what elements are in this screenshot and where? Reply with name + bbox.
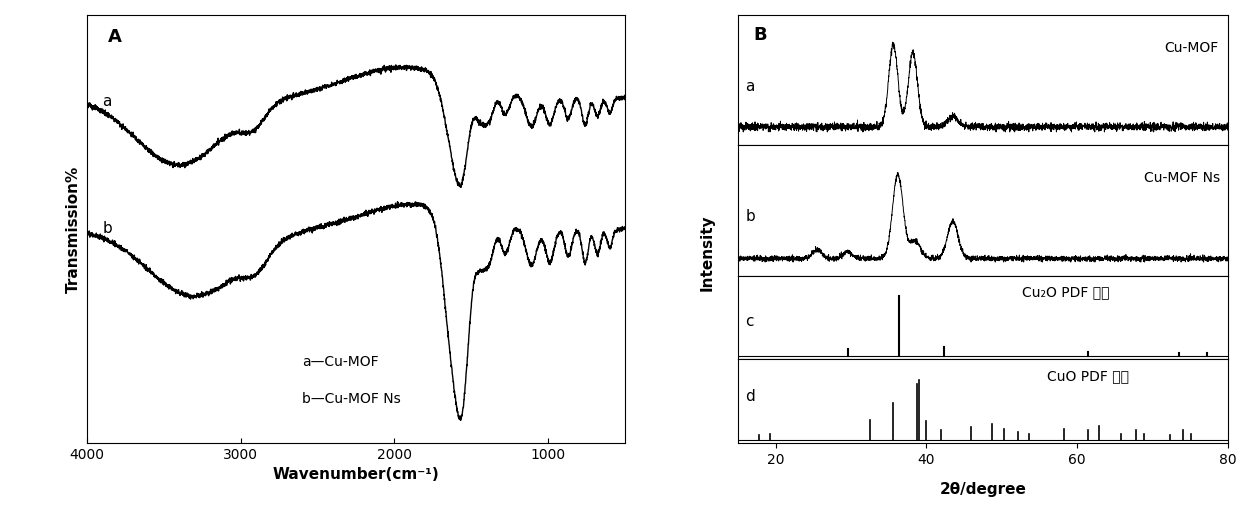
Text: Intensity: Intensity — [699, 214, 714, 291]
Text: Cu-MOF Ns: Cu-MOF Ns — [1145, 171, 1220, 185]
Text: d: d — [745, 389, 755, 404]
Text: a: a — [745, 79, 755, 94]
Text: b: b — [102, 221, 112, 236]
Text: Cu₂O PDF 卡片: Cu₂O PDF 卡片 — [1022, 286, 1110, 299]
Text: c: c — [745, 314, 754, 329]
Y-axis label: Transmission%: Transmission% — [66, 165, 82, 293]
Text: a—Cu-MOF: a—Cu-MOF — [303, 355, 378, 370]
Text: 2θ/degree: 2θ/degree — [940, 482, 1027, 497]
X-axis label: Wavenumber(cm⁻¹): Wavenumber(cm⁻¹) — [273, 467, 439, 482]
Text: A: A — [108, 28, 123, 46]
Text: b—Cu-MOF Ns: b—Cu-MOF Ns — [303, 392, 401, 406]
Text: B: B — [753, 25, 766, 44]
Text: a: a — [102, 94, 112, 109]
Text: Cu-MOF: Cu-MOF — [1164, 41, 1218, 54]
Text: CuO PDF 卡片: CuO PDF 卡片 — [1047, 369, 1128, 383]
Text: b: b — [745, 210, 755, 224]
